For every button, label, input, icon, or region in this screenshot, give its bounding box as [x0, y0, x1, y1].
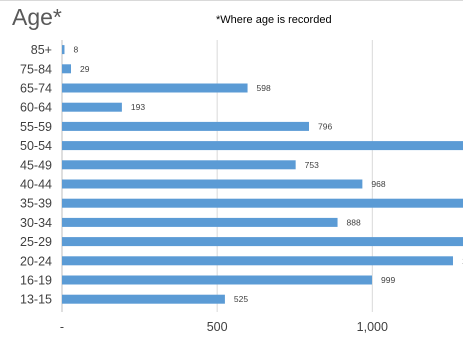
- chart-title: Age*: [12, 4, 62, 30]
- bar-13: [62, 294, 225, 304]
- category-label-7: 40-44: [20, 178, 52, 192]
- category-label-6: 45-49: [20, 158, 52, 172]
- data-label-0: 8: [73, 45, 78, 55]
- data-label-12: 999: [381, 275, 395, 285]
- data-label-7: 968: [371, 179, 385, 189]
- data-label-1: 29: [80, 64, 90, 74]
- x-tick-label-0: -: [60, 320, 64, 334]
- category-label-3: 60-64: [20, 101, 52, 115]
- bar-6: [62, 160, 296, 170]
- data-label-2: 598: [257, 83, 271, 93]
- data-label-4: 796: [318, 121, 332, 131]
- category-label-11: 20-24: [20, 254, 52, 268]
- category-label-4: 55-59: [20, 120, 52, 134]
- bar-12: [62, 275, 372, 285]
- data-label-13: 525: [234, 294, 248, 304]
- bar-3: [62, 102, 122, 112]
- category-label-9: 30-34: [20, 216, 52, 230]
- data-label-11: 1,260: [462, 256, 463, 266]
- data-label-9: 888: [347, 217, 361, 227]
- x-tick-label-1: 500: [207, 320, 228, 334]
- category-label-2: 65-74: [20, 82, 52, 96]
- x-tick-label-2: 1,000: [357, 320, 388, 334]
- bar-4: [62, 121, 309, 131]
- chart-subtitle: *Where age is recorded: [216, 14, 332, 26]
- category-label-1: 75-84: [20, 62, 52, 76]
- category-label-0: 85+: [31, 43, 52, 57]
- bar-0: [62, 45, 65, 55]
- category-label-8: 35-39: [20, 197, 52, 211]
- bar-5: [62, 141, 463, 151]
- top-border: [0, 0, 463, 1]
- category-label-5: 50-54: [20, 139, 52, 153]
- data-label-3: 193: [131, 102, 145, 112]
- bar-11: [62, 256, 453, 266]
- bar-2: [62, 83, 248, 93]
- bar-1: [62, 64, 71, 74]
- category-label-12: 16-19: [20, 274, 52, 288]
- bar-9: [62, 217, 338, 227]
- category-label-10: 25-29: [20, 235, 52, 249]
- bar-8: [62, 198, 463, 208]
- bar-7: [62, 179, 363, 189]
- data-label-6: 753: [305, 160, 319, 170]
- bar-10: [62, 237, 463, 247]
- category-label-13: 13-15: [20, 293, 52, 307]
